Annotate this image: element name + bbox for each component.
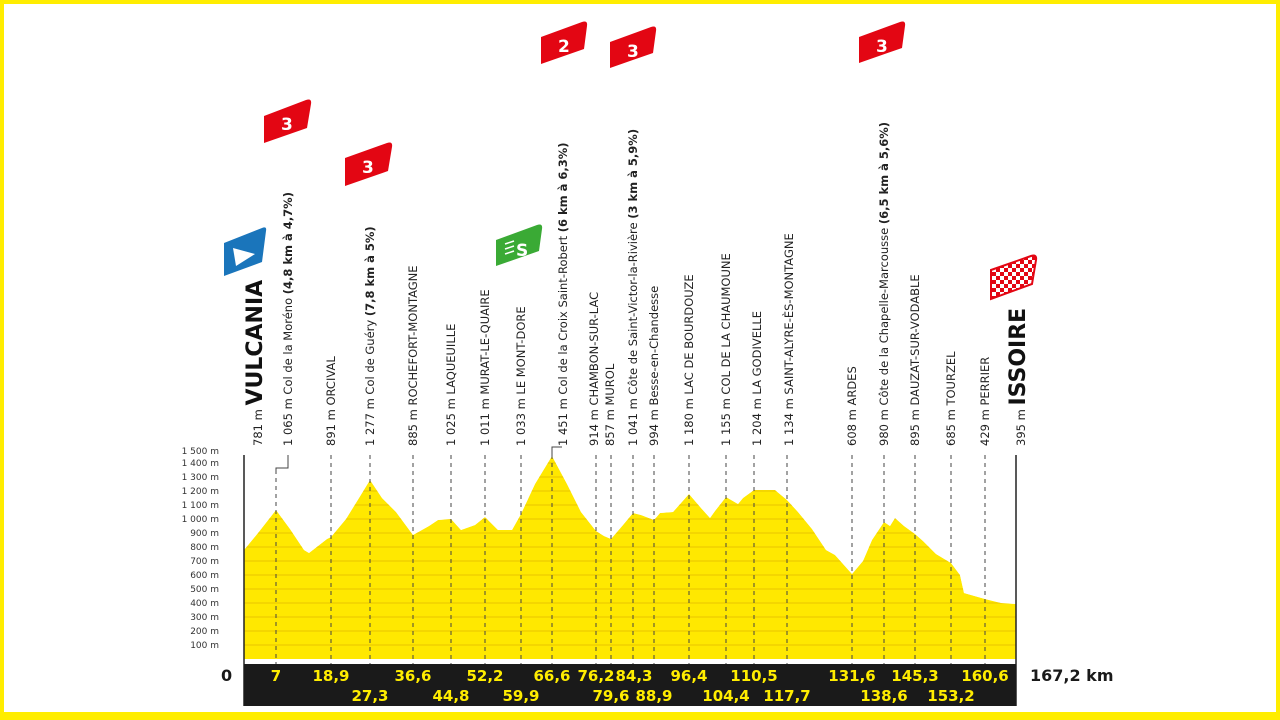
svg-text:914 m CHAMBON-SUR-LAC: 914 m CHAMBON-SUR-LAC (587, 292, 601, 446)
svg-text:131,6: 131,6 (828, 667, 875, 685)
svg-text:1 011 m MURAT-LE-QUAIRE: 1 011 m MURAT-LE-QUAIRE (478, 289, 492, 446)
svg-text:1 277 m Col de Guéry (7,8 km à: 1 277 m Col de Guéry (7,8 km à 5%) (363, 226, 377, 446)
svg-text:7: 7 (271, 667, 281, 685)
intermediate-sprint-flag-icon: S (496, 224, 543, 266)
svg-text:153,2: 153,2 (927, 687, 974, 705)
svg-text:2: 2 (558, 37, 570, 57)
svg-text:1 134 m SAINT-ALYRE-ÈS-MONTAGN: 1 134 m SAINT-ALYRE-ÈS-MONTAGNE (781, 233, 796, 446)
svg-text:500 m: 500 m (190, 585, 219, 595)
svg-text:994 m Besse-en-Chandesse: 994 m Besse-en-Chandesse (647, 286, 661, 446)
leader-line (551, 446, 562, 455)
svg-text:1 065 m Col de la Moréno (4,8: 1 065 m Col de la Moréno (4,8 km à 4,7%) (281, 192, 295, 446)
svg-text:36,6: 36,6 (394, 667, 431, 685)
bottom-yellow-bar (0, 712, 1280, 720)
svg-text:110,5: 110,5 (730, 667, 777, 685)
svg-text:3: 3 (281, 115, 293, 135)
svg-text:800 m: 800 m (190, 543, 219, 553)
svg-text:1 155 m COL DE LA CHAUMOUNE: 1 155 m COL DE LA CHAUMOUNE (719, 253, 733, 446)
elevation-profile (244, 456, 1016, 659)
svg-text:88,9: 88,9 (635, 687, 672, 705)
km-markers-bottom: 27,3 44,8 59,9 79,6 88,9 104,4 117,7 138… (351, 687, 974, 705)
svg-text:200 m: 200 m (190, 627, 219, 637)
svg-text:100 m: 100 m (190, 641, 219, 651)
svg-text:1 300 m: 1 300 m (182, 473, 219, 483)
start-flag-icon (224, 227, 267, 276)
svg-text:1 200 m: 1 200 m (182, 487, 219, 497)
leader-line (275, 455, 289, 472)
svg-text:3: 3 (876, 37, 888, 57)
svg-text:104,4: 104,4 (702, 687, 749, 705)
km-marker-lines (275, 455, 986, 664)
svg-text:700 m: 700 m (190, 557, 219, 567)
climb-category-flag-icon: 2 (541, 21, 588, 64)
svg-text:600 m: 600 m (190, 571, 219, 581)
svg-text:608 m ARDES: 608 m ARDES (845, 366, 859, 446)
svg-text:400 m: 400 m (190, 599, 219, 609)
svg-text:1 025 m LAQUEUILLE: 1 025 m LAQUEUILLE (444, 324, 458, 446)
svg-text:138,6: 138,6 (860, 687, 907, 705)
svg-text:66,6: 66,6 (533, 667, 570, 685)
y-axis-ticks: 100 m 200 m 300 m 400 m 500 m 600 m 700 … (182, 447, 219, 651)
svg-text:891 m ORCIVAL: 891 m ORCIVAL (324, 356, 338, 446)
svg-text:S: S (516, 241, 528, 261)
svg-text:52,2: 52,2 (466, 667, 503, 685)
climb-category-flag-icon: 3 (859, 21, 906, 63)
svg-text:1 204 m LA GODIVELLE: 1 204 m LA GODIVELLE (750, 311, 764, 446)
km-zero-label: 0 (221, 666, 232, 685)
svg-text:27,3: 27,3 (351, 687, 388, 705)
total-distance-label: 167,2 km (1030, 666, 1114, 685)
svg-text:59,9: 59,9 (502, 687, 539, 705)
svg-text:857 m MUROL: 857 m MUROL (603, 363, 617, 446)
svg-text:980 m Côte de la Chapelle-Marc: 980 m Côte de la Chapelle-Marcousse (6,5… (877, 122, 891, 446)
svg-text:3: 3 (627, 42, 639, 62)
svg-text:895 m DAUZAT-SUR-VODABLE: 895 m DAUZAT-SUR-VODABLE (908, 274, 922, 446)
svg-text:1 033 m LE MONT-DORE: 1 033 m LE MONT-DORE (514, 306, 528, 446)
finish-label: 395 m ISSOIRE (1006, 308, 1031, 446)
svg-text:1 100 m: 1 100 m (182, 501, 219, 511)
svg-text:44,8: 44,8 (432, 687, 469, 705)
svg-text:300 m: 300 m (190, 613, 219, 623)
svg-text:18,9: 18,9 (312, 667, 349, 685)
km-markers-top: 7 18,9 36,6 52,2 66,6 76,2 84,3 96,4 110… (271, 667, 1009, 685)
svg-text:117,7: 117,7 (763, 687, 810, 705)
svg-text:160,6: 160,6 (961, 667, 1008, 685)
finish-flag-icon (990, 254, 1038, 301)
svg-text:76,2: 76,2 (577, 667, 614, 685)
svg-text:3: 3 (362, 158, 374, 178)
svg-text:1 451 m Col de la Croix Saint-: 1 451 m Col de la Croix Saint-Robert (6 … (556, 142, 570, 446)
svg-text:145,3: 145,3 (891, 667, 938, 685)
climb-category-flag-icon: 3 (610, 26, 657, 68)
svg-text:84,3: 84,3 (615, 667, 652, 685)
svg-text:1 041 m Côte de Saint-Victor-l: 1 041 m Côte de Saint-Victor-la-Rivière … (626, 129, 640, 446)
svg-text:1 400 m: 1 400 m (182, 459, 219, 469)
climb-category-flag-icon: 3 (345, 142, 393, 186)
svg-text:1 500 m: 1 500 m (182, 447, 219, 457)
waypoint-labels: 781 m VULCANIA 1 065 m Col de la Moréno … (243, 122, 1031, 446)
svg-text:96,4: 96,4 (670, 667, 707, 685)
km-band (244, 664, 1016, 706)
svg-text:429 m PERRIER: 429 m PERRIER (978, 357, 992, 446)
svg-text:1 000 m: 1 000 m (182, 515, 219, 525)
start-label: 781 m VULCANIA (243, 280, 268, 446)
svg-text:1 180 m LAC DE BOURDOUZE: 1 180 m LAC DE BOURDOUZE (682, 274, 696, 446)
svg-text:900 m: 900 m (190, 529, 219, 539)
climb-category-flag-icon: 3 (264, 99, 312, 143)
svg-text:685 m TOURZEL: 685 m TOURZEL (944, 351, 958, 446)
svg-text:885 m ROCHEFORT-MONTAGNE: 885 m ROCHEFORT-MONTAGNE (406, 265, 420, 446)
svg-text:79,6: 79,6 (592, 687, 629, 705)
